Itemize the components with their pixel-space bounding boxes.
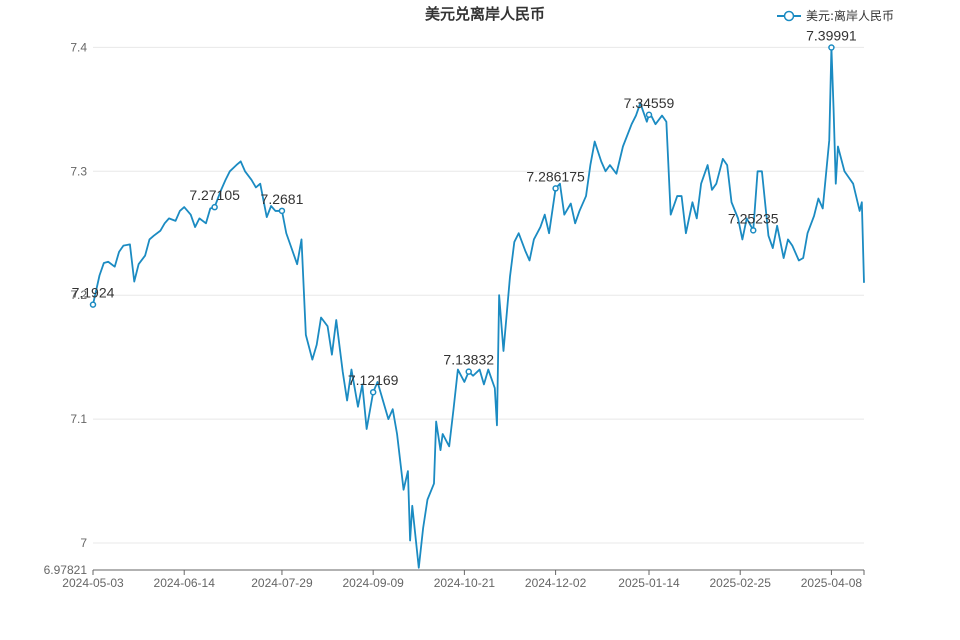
x-tick-label: 2024-06-14 bbox=[154, 576, 216, 590]
x-tick-label: 2024-07-29 bbox=[251, 576, 313, 590]
annotation-marker[interactable] bbox=[211, 203, 218, 211]
annotation-marker[interactable] bbox=[465, 368, 472, 375]
annotation-label: 7.286175 bbox=[526, 168, 585, 184]
legend-marker-icon bbox=[783, 10, 795, 22]
series-line bbox=[92, 46, 865, 569]
annotation-marker[interactable] bbox=[828, 44, 835, 51]
y-tick-label: 7.3 bbox=[70, 164, 87, 178]
annotation-marker[interactable] bbox=[645, 111, 653, 119]
x-tick-label: 2025-04-08 bbox=[801, 576, 863, 590]
x-tick-label: 2024-12-02 bbox=[525, 576, 587, 590]
legend-label: 美元:离岸人民币 bbox=[806, 8, 894, 23]
y-tick-label: 7.1 bbox=[70, 412, 87, 426]
gridlines bbox=[93, 46, 864, 544]
x-tick-label: 2024-09-09 bbox=[342, 576, 404, 590]
series-layer bbox=[92, 46, 865, 569]
y-tick-label: 7 bbox=[80, 536, 87, 550]
x-tick-label: 2025-02-25 bbox=[710, 576, 772, 590]
annotation-marker[interactable] bbox=[749, 227, 757, 234]
annotation-label: 7.12169 bbox=[348, 372, 399, 388]
y-tick-label: 7.2 bbox=[70, 288, 87, 302]
annotation-label: 7.27105 bbox=[189, 187, 240, 203]
annotation-label: 7.1924 bbox=[72, 285, 115, 301]
x-tick-label: 2024-05-03 bbox=[62, 576, 124, 590]
annotation-marker[interactable] bbox=[89, 301, 97, 308]
annotation-label: 7.25235 bbox=[728, 210, 779, 226]
chart-title: 美元兑离岸人民币 bbox=[425, 5, 545, 23]
annotation-marker[interactable] bbox=[369, 388, 377, 396]
y-tick-label: 6.97821 bbox=[44, 563, 88, 577]
annotation-label: 7.39991 bbox=[806, 28, 857, 44]
legend[interactable]: 美元:离岸人民币 bbox=[777, 8, 894, 23]
x-tick-label: 2024-10-21 bbox=[434, 576, 496, 590]
annotation-labels: 7.1924 7.27105 7.2681 7.12169 7.13832 7.28617… bbox=[72, 28, 857, 389]
annotation-marker[interactable] bbox=[552, 185, 559, 192]
annotation-marker[interactable] bbox=[278, 207, 286, 215]
annotation-label: 7.13832 bbox=[443, 352, 494, 368]
y-tick-label: 7.4 bbox=[70, 40, 87, 54]
annotation-label: 7.34559 bbox=[624, 95, 675, 111]
annotation-markers bbox=[89, 44, 835, 396]
axes: 6.97821 7 7.1 7.2 7.3 7.4 2024-05-03 2024-06-14… bbox=[44, 40, 865, 590]
annotation-label: 7.2681 bbox=[261, 191, 304, 207]
x-tick-label: 2025-01-14 bbox=[618, 576, 680, 590]
